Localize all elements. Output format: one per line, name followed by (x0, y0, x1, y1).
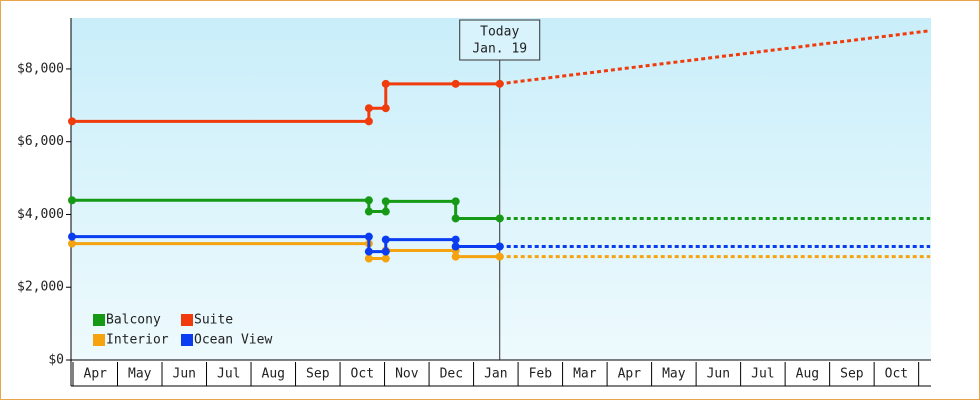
data-point (381, 207, 390, 216)
data-point (381, 235, 390, 244)
data-point (68, 239, 76, 248)
y-tick-label: $0 (48, 353, 64, 368)
data-point (451, 197, 460, 206)
data-point (381, 197, 390, 206)
legend-swatch (93, 314, 105, 326)
x-tick-label: Jun (173, 367, 196, 382)
data-point (451, 79, 460, 88)
legend-swatch (181, 314, 193, 326)
data-point (495, 214, 504, 223)
plot-area (71, 18, 931, 360)
legend-swatch (181, 334, 193, 346)
data-point (68, 117, 76, 126)
legend-swatch (93, 334, 105, 346)
today-label: Today (480, 25, 519, 40)
legend-label: Balcony (106, 313, 161, 328)
data-point (364, 254, 373, 263)
today-box (459, 19, 541, 61)
data-point (451, 214, 460, 223)
legend-label: Suite (194, 313, 233, 328)
data-point (68, 196, 76, 205)
data-point (364, 104, 373, 113)
data-point (364, 117, 373, 126)
x-tick-label: Aug (796, 367, 819, 382)
x-tick-label: Apr (84, 367, 108, 382)
data-point (381, 254, 390, 263)
x-tick-label: Oct (351, 367, 374, 382)
data-point (495, 242, 504, 251)
data-point (68, 232, 76, 241)
legend-label: Ocean View (194, 333, 272, 348)
today-label: Jan. 19 (472, 42, 527, 57)
data-point (451, 252, 460, 261)
data-point (364, 232, 373, 241)
data-point (451, 242, 460, 251)
x-tick-label: Dec (440, 367, 463, 382)
data-point (364, 196, 373, 205)
x-tick-label: Jul (751, 367, 774, 382)
x-tick-label: Jul (217, 367, 240, 382)
x-tick-label: Sep (306, 367, 330, 382)
y-tick-label: $4,000 (17, 207, 64, 222)
x-tick-label: Sep (840, 367, 864, 382)
x-tick-label: Oct (885, 367, 908, 382)
data-point (451, 235, 460, 244)
data-point (381, 79, 390, 88)
data-point (364, 247, 373, 256)
x-tick-label: Feb (529, 367, 553, 382)
data-point (364, 207, 373, 216)
x-axis-strip (71, 362, 931, 386)
data-point (381, 247, 390, 256)
x-tick-label: May (662, 367, 686, 382)
x-tick-label: May (128, 367, 152, 382)
x-tick-label: Jan (484, 367, 507, 382)
forecast-line (499, 29, 931, 86)
x-tick-label: Mar (573, 367, 597, 382)
x-tick-label: Nov (395, 367, 419, 382)
y-tick-label: $2,000 (17, 280, 64, 295)
y-tick-label: $8,000 (17, 61, 64, 76)
data-point (381, 104, 390, 113)
y-tick-label: $6,000 (17, 134, 64, 149)
legend-label: Interior (106, 333, 169, 348)
x-tick-label: Jun (707, 367, 730, 382)
data-point (495, 252, 504, 261)
x-tick-label: Aug (262, 367, 285, 382)
data-point (495, 79, 504, 88)
x-tick-label: Apr (618, 367, 642, 382)
